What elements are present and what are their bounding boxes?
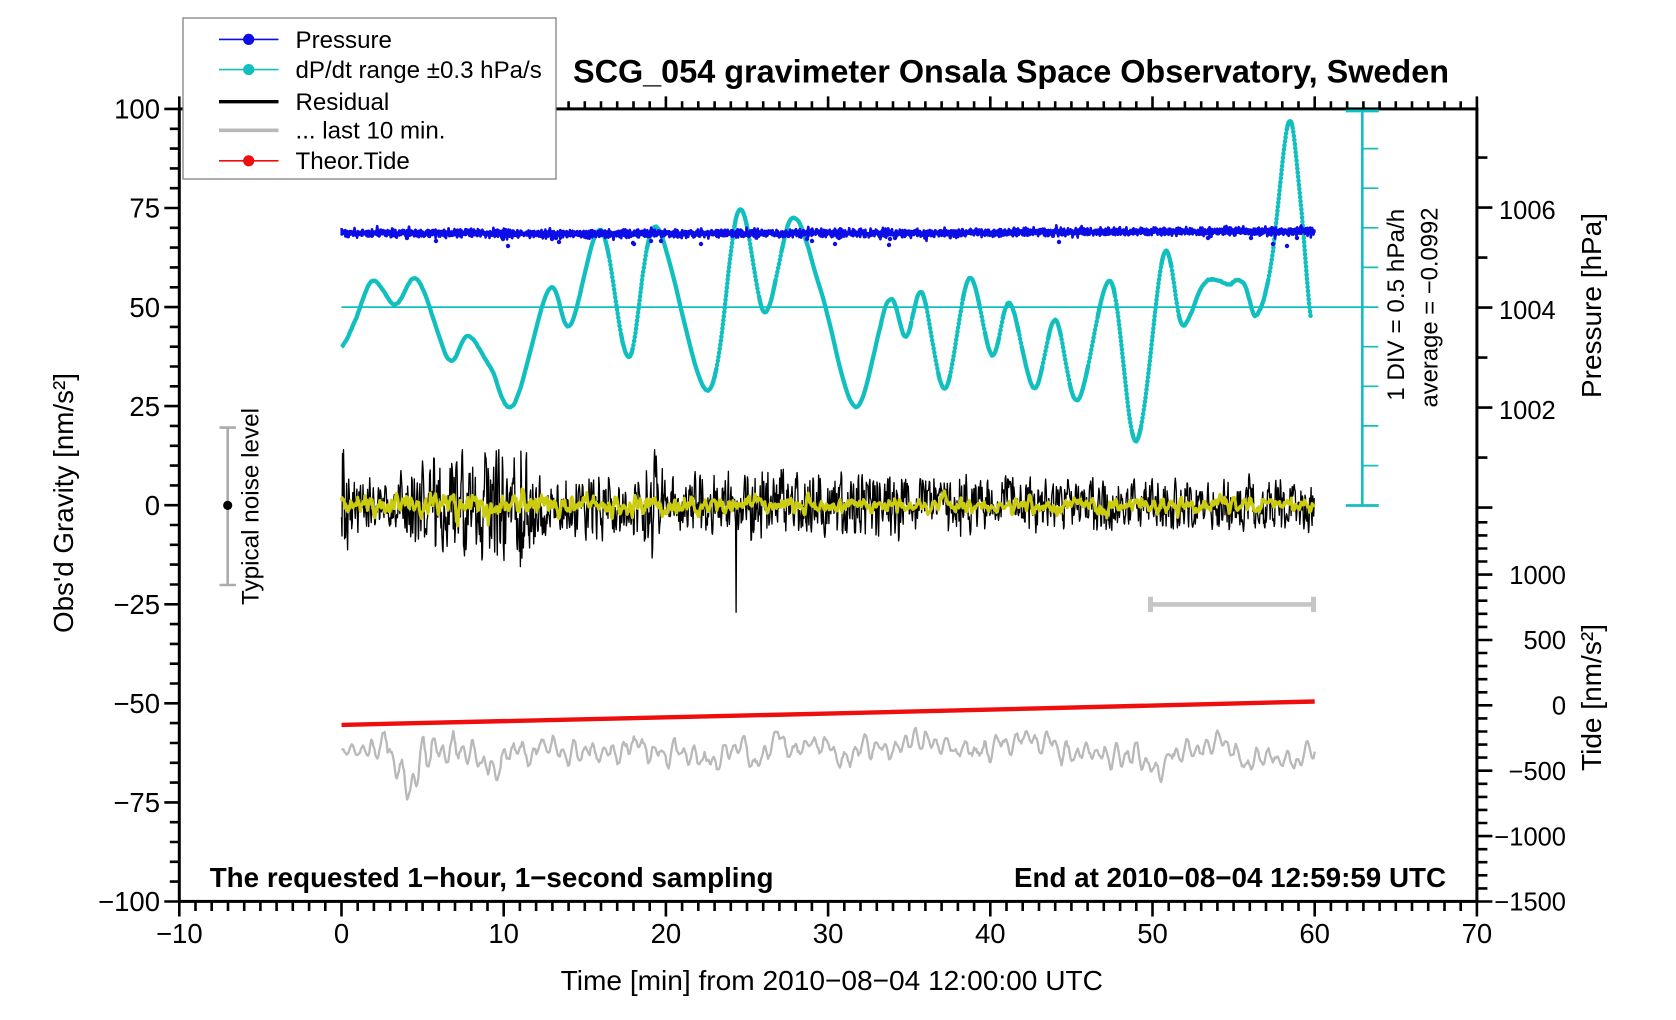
svg-text:−50: −50	[113, 688, 160, 719]
svg-text:−500: −500	[1509, 758, 1566, 786]
svg-text:0: 0	[1552, 693, 1566, 721]
svg-text:500: 500	[1523, 627, 1566, 655]
svg-text:Time [min] from 2010−08−04 12:: Time [min] from 2010−08−04 12:00:00 UTC	[561, 965, 1103, 996]
svg-text:Typical noise level: Typical noise level	[238, 408, 265, 605]
svg-text:20: 20	[651, 918, 682, 949]
svg-text:Tide [nm/s²]: Tide [nm/s²]	[1576, 624, 1607, 771]
svg-text:−1000: −1000	[1494, 823, 1566, 851]
svg-text:0: 0	[334, 918, 349, 949]
svg-text:average = −0.0992: average = −0.0992	[1417, 208, 1444, 408]
svg-text:−25: −25	[113, 589, 160, 620]
svg-text:1006: 1006	[1499, 197, 1556, 225]
svg-text:10: 10	[488, 918, 519, 949]
svg-text:75: 75	[129, 193, 160, 224]
svg-text:... last 10 min.: ... last 10 min.	[296, 118, 446, 145]
svg-text:60: 60	[1299, 918, 1330, 949]
svg-text:Pressure [hPa]: Pressure [hPa]	[1576, 213, 1607, 398]
svg-text:50: 50	[1137, 918, 1168, 949]
svg-text:Pressure: Pressure	[296, 27, 392, 54]
svg-text:Residual: Residual	[296, 89, 390, 116]
svg-text:25: 25	[129, 391, 160, 422]
svg-text:100: 100	[114, 94, 160, 125]
svg-text:Obs'd Gravity [nm/s²]: Obs'd Gravity [nm/s²]	[48, 373, 79, 633]
svg-text:dP/dt range ±0.3 hPa/s: dP/dt range ±0.3 hPa/s	[296, 57, 542, 84]
svg-text:0: 0	[145, 490, 160, 521]
svg-text:1000: 1000	[1509, 562, 1566, 590]
svg-text:70: 70	[1462, 918, 1493, 949]
svg-text:40: 40	[975, 918, 1006, 949]
svg-text:−75: −75	[113, 787, 160, 818]
svg-text:−10: −10	[156, 918, 203, 949]
svg-text:The requested 1−hour, 1−second: The requested 1−hour, 1−second sampling	[210, 862, 774, 893]
svg-text:1 DIV = 0.5 hPa/h: 1 DIV = 0.5 hPa/h	[1383, 209, 1410, 401]
svg-text:−1500: −1500	[1494, 889, 1566, 917]
svg-text:SCG_054 gravimeter Onsala Spac: SCG_054 gravimeter Onsala Space Observat…	[573, 54, 1449, 90]
svg-text:1002: 1002	[1499, 397, 1556, 425]
svg-text:1004: 1004	[1499, 297, 1556, 325]
svg-text:Theor.Tide: Theor.Tide	[296, 148, 410, 175]
svg-text:30: 30	[813, 918, 844, 949]
svg-text:−100: −100	[98, 886, 160, 917]
svg-text:50: 50	[129, 292, 160, 323]
svg-text:End at 2010−08−04 12:59:59 UTC: End at 2010−08−04 12:59:59 UTC	[1014, 862, 1446, 893]
